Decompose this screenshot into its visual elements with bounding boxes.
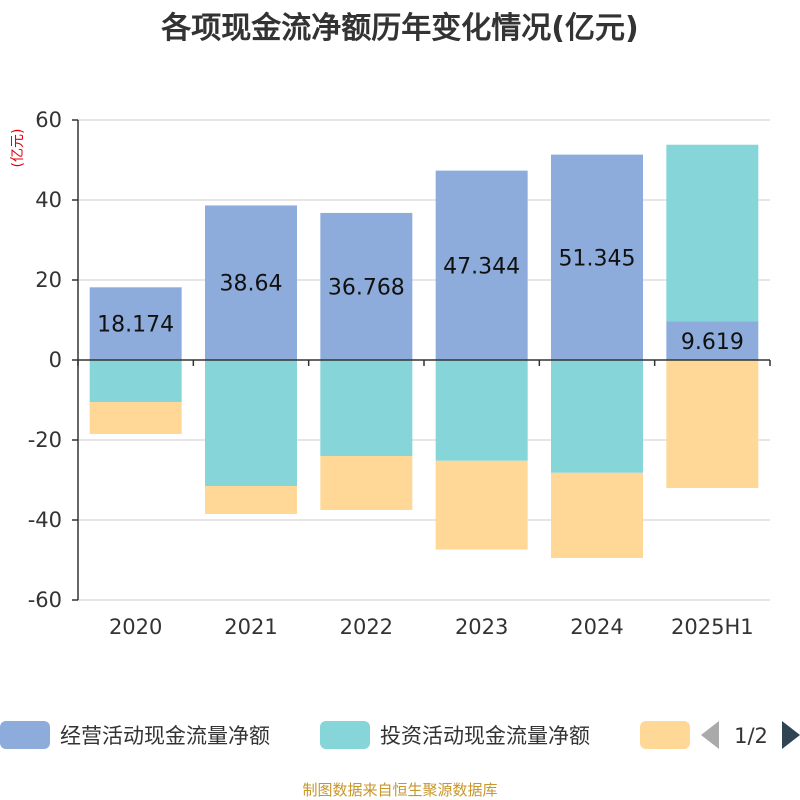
data-label: 47.344 bbox=[443, 254, 520, 279]
y-tick-label: 20 bbox=[35, 268, 62, 292]
bar-2-2025H1 bbox=[666, 144, 759, 322]
legend-next-arrow-icon[interactable] bbox=[782, 721, 800, 749]
y-axis-unit: (亿元) bbox=[10, 129, 26, 168]
x-tick-label: 2022 bbox=[340, 615, 393, 639]
data-label: 18.174 bbox=[97, 313, 174, 338]
data-label: 9.619 bbox=[681, 330, 744, 355]
bar-2-2022 bbox=[320, 360, 413, 456]
bar-1-2022 bbox=[320, 212, 413, 360]
y-tick-label: 40 bbox=[35, 188, 62, 212]
bars bbox=[89, 144, 759, 558]
bar-2-2023 bbox=[435, 360, 528, 461]
x-tick-label: 2020 bbox=[109, 615, 162, 639]
bar-2-2024 bbox=[551, 360, 643, 473]
legend: 经营活动现金流量净额 投资活动现金流量净额 1/2 bbox=[0, 721, 800, 749]
bar-2-2021 bbox=[205, 360, 297, 486]
y-tick-label: 0 bbox=[49, 348, 62, 372]
data-labels: 18.174 38.64 36.768 47.344 51.345 9.619 bbox=[97, 246, 744, 354]
bar-1-2020 bbox=[89, 287, 182, 360]
bar-3-2025H1 bbox=[666, 360, 759, 488]
y-tick-label: 60 bbox=[35, 108, 62, 132]
y-tick-label: -60 bbox=[28, 588, 62, 612]
x-tick-label: 2025H1 bbox=[671, 615, 754, 639]
bar-1-2024 bbox=[551, 154, 643, 360]
legend-swatch-2[interactable] bbox=[320, 721, 370, 749]
x-tick-label: 2024 bbox=[570, 615, 623, 639]
legend-prev-arrow-icon[interactable] bbox=[701, 721, 719, 749]
bar-1-2021 bbox=[205, 205, 297, 360]
legend-label-1[interactable]: 经营活动现金流量净额 bbox=[60, 724, 270, 748]
legend-swatch-3[interactable] bbox=[640, 721, 690, 749]
y-tick-label: -40 bbox=[28, 508, 62, 532]
data-label: 51.345 bbox=[559, 246, 636, 271]
legend-label-2[interactable]: 投资活动现金流量净额 bbox=[380, 724, 590, 748]
footer-source: 制图数据来自恒生聚源数据库 bbox=[302, 781, 497, 799]
bar-3-2021 bbox=[205, 486, 297, 514]
legend-swatch-1[interactable] bbox=[0, 721, 50, 749]
bar-3-2020 bbox=[89, 402, 182, 434]
bar-1-2025H1 bbox=[666, 321, 759, 360]
data-label: 36.768 bbox=[328, 275, 405, 300]
gridlines bbox=[78, 119, 770, 601]
x-tick-label: 2021 bbox=[224, 615, 277, 639]
bar-3-2024 bbox=[551, 472, 643, 558]
bar-2-2020 bbox=[89, 360, 182, 402]
data-label: 38.64 bbox=[220, 272, 283, 297]
chart-title: 各项现金流净额历年变化情况(亿元) bbox=[160, 11, 638, 46]
bar-3-2022 bbox=[320, 456, 413, 510]
bar-1-2023 bbox=[435, 170, 528, 360]
axes: 60 40 20 0 -20 -40 -60 2020 2021 2022 2023 2024 2025… bbox=[28, 108, 771, 639]
x-tick-label: 2023 bbox=[455, 615, 508, 639]
legend-page-indicator: 1/2 bbox=[734, 724, 768, 748]
bar-3-2023 bbox=[435, 460, 528, 550]
y-tick-label: -20 bbox=[28, 428, 62, 452]
